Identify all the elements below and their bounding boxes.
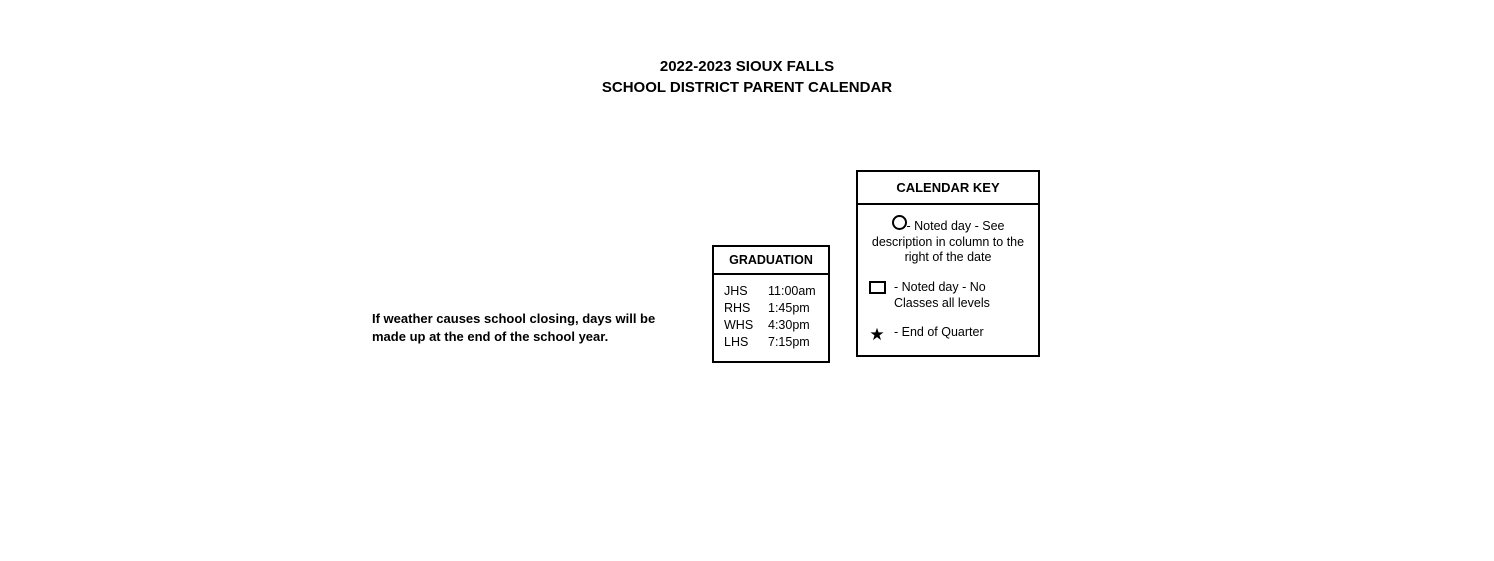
key-square-text: - Noted day - No Classes all levels (894, 280, 1030, 311)
key-item-square: - Noted day - No Classes all levels (866, 280, 1030, 311)
graduation-row: LHS 7:15pm (724, 334, 818, 351)
graduation-school: RHS (724, 300, 756, 317)
key-item-star: ★ - End of Quarter (866, 325, 1030, 343)
star-icon-slot: ★ (866, 325, 888, 343)
calendar-key-box: CALENDAR KEY - Noted day - See descripti… (856, 170, 1040, 357)
star-icon: ★ (869, 326, 884, 343)
graduation-school: JHS (724, 283, 756, 300)
graduation-time: 11:00am (768, 283, 816, 300)
graduation-school: WHS (724, 317, 756, 334)
key-star-text: - End of Quarter (894, 325, 1030, 341)
weather-closing-note: If weather causes school closing, days w… (372, 310, 672, 346)
graduation-row: WHS 4:30pm (724, 317, 818, 334)
square-icon-slot (866, 280, 888, 294)
graduation-time: 1:45pm (768, 300, 810, 317)
graduation-body: JHS 11:00am RHS 1:45pm WHS 4:30pm LHS 7:… (714, 275, 828, 361)
key-item-circle: - Noted day - See description in column … (866, 215, 1030, 266)
graduation-box: GRADUATION JHS 11:00am RHS 1:45pm WHS 4:… (712, 245, 830, 363)
title-line-2: SCHOOL DISTRICT PARENT CALENDAR (0, 77, 1494, 98)
calendar-key-body: - Noted day - See description in column … (858, 205, 1038, 355)
graduation-school: LHS (724, 334, 756, 351)
graduation-row: JHS 11:00am (724, 283, 818, 300)
graduation-time: 4:30pm (768, 317, 810, 334)
title-line-1: 2022-2023 SIOUX FALLS (0, 56, 1494, 77)
circle-icon (892, 215, 907, 230)
page-title: 2022-2023 SIOUX FALLS SCHOOL DISTRICT PA… (0, 56, 1494, 98)
calendar-key-header: CALENDAR KEY (858, 172, 1038, 205)
graduation-time: 7:15pm (768, 334, 810, 351)
square-icon (869, 281, 886, 294)
graduation-header: GRADUATION (714, 247, 828, 275)
graduation-row: RHS 1:45pm (724, 300, 818, 317)
